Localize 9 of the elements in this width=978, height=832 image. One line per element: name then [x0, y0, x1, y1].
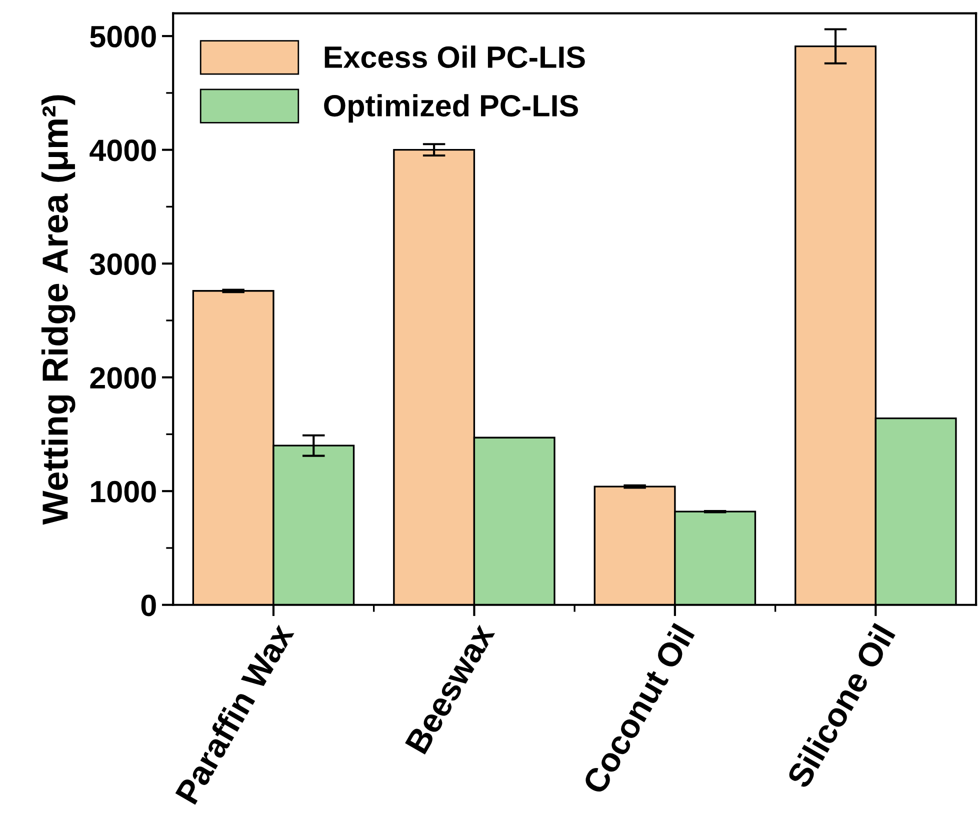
legend-label: Optimized PC-LIS [324, 94, 578, 123]
y-tick-label: 4000 [90, 140, 156, 162]
y-tick-label: 0 [141, 594, 156, 616]
y-tick-label: 1000 [91, 480, 156, 502]
legend-label: Excess Oil PC-LIS [324, 46, 585, 68]
y-tick-label: 2000 [90, 367, 156, 389]
y-tick-label: 5000 [90, 26, 156, 48]
y-axis-title: Wetting Ridge Area (μm²) [41, 95, 76, 525]
y-tick-label: 3000 [90, 253, 156, 275]
